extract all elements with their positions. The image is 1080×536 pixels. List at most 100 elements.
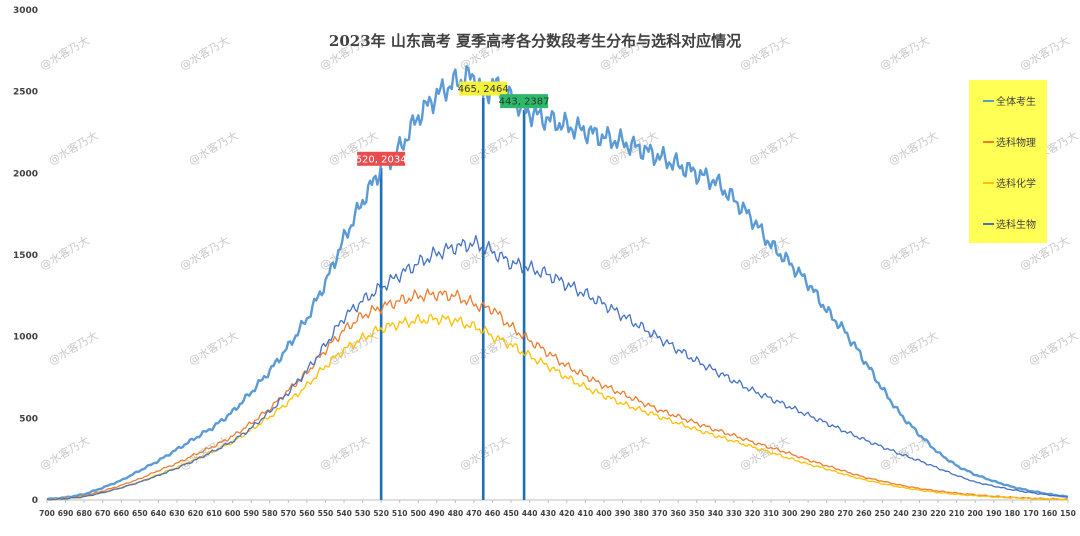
- y-tick-label: 2000: [13, 169, 38, 179]
- watermark-text: @水客乃大: [177, 33, 232, 73]
- x-tick-label: 610: [206, 509, 222, 518]
- watermark-text: @水客乃大: [37, 433, 92, 473]
- watermark-text: @水客乃大: [186, 328, 241, 368]
- x-tick-label: 640: [151, 509, 167, 518]
- watermark-text: @水客乃大: [877, 233, 932, 273]
- x-tick-label: 310: [763, 509, 779, 518]
- x-tick-label: 230: [912, 509, 928, 518]
- series-lines: [46, 65, 1069, 501]
- x-tick-label: 340: [707, 509, 723, 518]
- watermark-text: @水客乃大: [317, 433, 372, 473]
- x-tick-label: 240: [893, 509, 909, 518]
- x-tick-label: 460: [485, 509, 501, 518]
- x-tick-label: 410: [578, 509, 594, 518]
- y-tick-label: 1500: [13, 251, 38, 261]
- x-tick-label: 430: [540, 509, 556, 518]
- watermark-text: @水客乃大: [1026, 328, 1080, 368]
- x-tick-label: 510: [392, 509, 408, 518]
- series-line: [46, 288, 1069, 501]
- x-tick-label: 220: [930, 509, 946, 518]
- x-tick-label: 150: [1060, 509, 1076, 518]
- x-tick-label: 520: [373, 509, 389, 518]
- watermark-text: @水客乃大: [1017, 33, 1072, 73]
- x-tick-label: 600: [225, 509, 241, 518]
- watermark-text: @水客乃大: [317, 233, 372, 273]
- legend-label: 选科化学: [996, 177, 1036, 190]
- x-tick-label: 500: [410, 509, 426, 518]
- data-label-box: [500, 94, 549, 109]
- x-tick-label: 280: [819, 509, 835, 518]
- watermark-text: @水客乃大: [177, 433, 232, 473]
- x-tick-label: 570: [280, 509, 296, 518]
- reference-lines: [379, 97, 526, 500]
- x-tick-label: 250: [875, 509, 891, 518]
- y-tick-label: 0: [32, 496, 38, 506]
- x-tick-label: 540: [336, 509, 352, 518]
- x-tick-label: 700: [39, 509, 55, 518]
- x-tick-label: 190: [986, 509, 1002, 518]
- y-tick-label: 3000: [13, 6, 38, 16]
- legend-label: 全体考生: [996, 95, 1036, 108]
- x-tick-label: 370: [652, 509, 668, 518]
- watermark-text: @水客乃大: [37, 233, 92, 273]
- x-tick-label: 550: [318, 509, 334, 518]
- watermark-text: @水客乃大: [597, 433, 652, 473]
- x-tick-label: 590: [243, 509, 259, 518]
- watermark-text: @水客乃大: [177, 233, 232, 273]
- x-tick-label: 420: [559, 509, 575, 518]
- y-tick-label: 500: [19, 414, 38, 424]
- x-tick-label: 630: [169, 509, 185, 518]
- x-tick-label: 170: [1023, 509, 1039, 518]
- x-tick-label: 450: [503, 509, 519, 518]
- x-tick-label: 690: [58, 509, 74, 518]
- watermark-text: @水客乃大: [737, 33, 792, 73]
- watermark-text: @水客乃大: [466, 328, 521, 368]
- y-tick-label: 1000: [13, 333, 38, 343]
- x-tick-label: 350: [689, 509, 705, 518]
- data-label: 465, 2464: [458, 84, 509, 95]
- x-tick-label: 620: [188, 509, 204, 518]
- watermark-text: @水客乃大: [1017, 433, 1072, 473]
- legend-label: 选科物理: [996, 136, 1036, 149]
- x-tick-label: 490: [429, 509, 445, 518]
- x-tick-label: 330: [726, 509, 742, 518]
- x-tick-label: 210: [949, 509, 965, 518]
- data-label-box: [357, 151, 406, 166]
- x-tick-label: 300: [782, 509, 798, 518]
- watermark-text: @水客乃大: [597, 233, 652, 273]
- x-tick-label: 680: [76, 509, 92, 518]
- x-tick-label: 480: [448, 509, 464, 518]
- watermark-text: @水客乃大: [877, 33, 932, 73]
- watermark-text: @水客乃大: [46, 328, 101, 368]
- x-tick-label: 270: [837, 509, 853, 518]
- watermark-text: @水客乃大: [886, 128, 941, 168]
- x-tick-label: 670: [95, 509, 111, 518]
- x-tick-label: 360: [670, 509, 686, 518]
- series-line: [46, 65, 1069, 501]
- legend-label: 选科生物: [996, 218, 1036, 231]
- x-tick-label: 160: [1042, 509, 1058, 518]
- x-tick-label: 470: [466, 509, 482, 518]
- data-label-box: [459, 81, 508, 96]
- x-tick-label: 580: [262, 509, 278, 518]
- x-tick-label: 400: [596, 509, 612, 518]
- x-tick-label: 180: [1004, 509, 1020, 518]
- data-label: 520, 2034: [356, 154, 407, 165]
- x-tick-label: 660: [113, 509, 129, 518]
- series-line: [46, 234, 1069, 501]
- x-tick-label: 200: [967, 509, 983, 518]
- x-tick-label: 440: [522, 509, 538, 518]
- watermark-text: @水客乃大: [186, 128, 241, 168]
- x-tick-label: 260: [856, 509, 872, 518]
- watermark-text: @水客乃大: [466, 128, 521, 168]
- watermark-text: @水客乃大: [746, 128, 801, 168]
- watermark-layer: @水客乃大 @水客乃大 @水客乃大 @水客乃大 @水客乃大 @水客乃大 @水客乃大 @水客乃大…: [37, 33, 1080, 473]
- x-tick-label: 650: [132, 509, 148, 518]
- x-tick-label: 390: [615, 509, 631, 518]
- y-tick-label: 2500: [13, 88, 38, 98]
- x-tick-label: 380: [633, 509, 649, 518]
